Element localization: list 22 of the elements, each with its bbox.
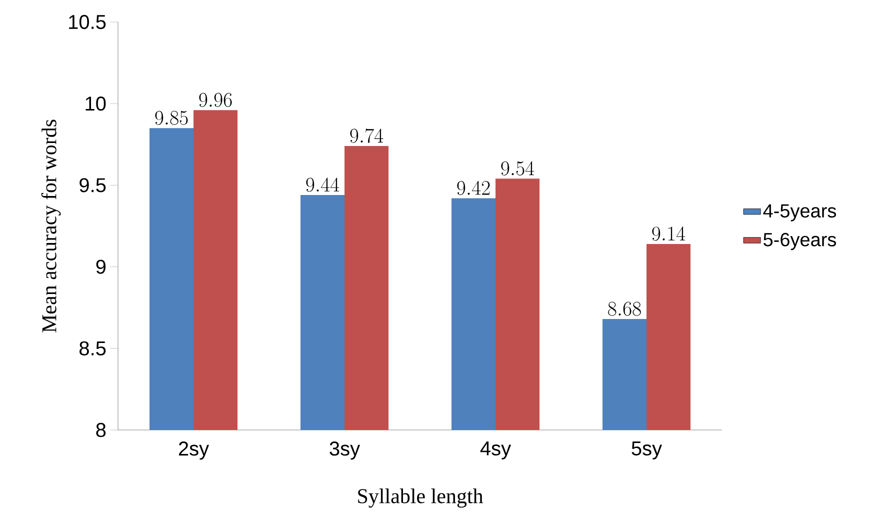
y-tick-label: 9	[96, 260, 106, 274]
x-tick-label: 3sy	[330, 442, 360, 460]
x-tick-label: 2sy	[178, 442, 210, 460]
y-tick-label: 8.5	[80, 341, 106, 356]
y-tick-label: 10	[86, 96, 106, 111]
x-tick-label: 4sy	[480, 442, 512, 460]
data-label: 8.68	[608, 302, 641, 316]
data-label: 9. 14	[652, 226, 686, 241]
x-tick-label: 5sy	[632, 442, 662, 460]
data-label: 9.54	[501, 161, 534, 176]
data-label: 9.74	[350, 128, 384, 143]
legend-label: 5-6years	[764, 232, 836, 250]
y-axis-title: Mean accuracy for words	[41, 120, 61, 332]
y-tick-label: 9.5	[80, 178, 106, 192]
data-label: 9.44	[306, 178, 340, 192]
y-tick-label: 8	[96, 422, 106, 438]
legend-label: 4-5years	[763, 204, 836, 222]
data-label: 9.96	[199, 92, 232, 107]
x-axis-title: Syllable length	[358, 488, 484, 508]
data-label: 9.85	[155, 110, 188, 125]
y-tick-label: 10.5	[69, 14, 106, 30]
data-label: 9.42	[457, 180, 490, 196]
